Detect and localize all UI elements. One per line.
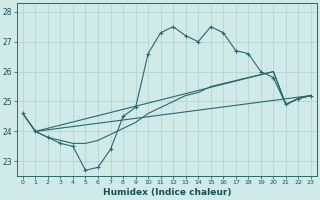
X-axis label: Humidex (Indice chaleur): Humidex (Indice chaleur): [103, 188, 231, 197]
